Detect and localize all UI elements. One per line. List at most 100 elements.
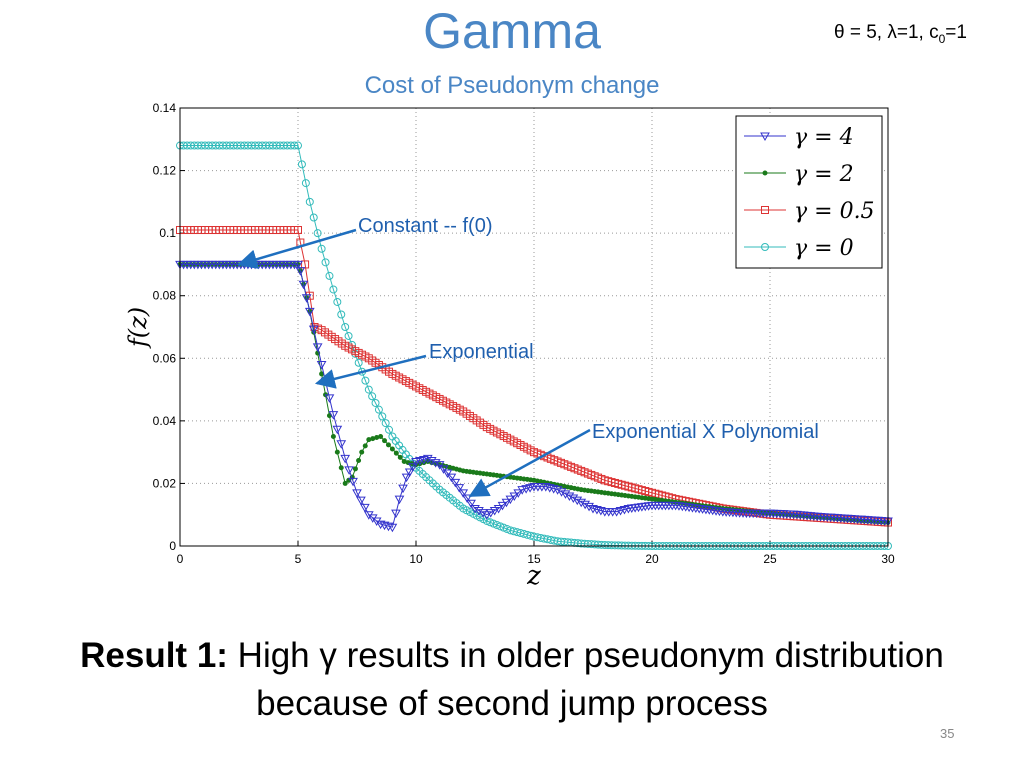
- data-point: [430, 459, 441, 468]
- line-chart: 0 5 10 15 20 25 30 0 0.02 0.04 0.06 0.08 0.1 0.12 0.14…: [124, 101, 895, 591]
- data-point: [313, 229, 322, 238]
- data-point: [366, 437, 372, 443]
- data-point: [362, 443, 368, 449]
- annotation-arrow: [237, 228, 357, 269]
- data-point: [381, 419, 390, 428]
- data-point: [368, 392, 377, 401]
- data-point: [328, 411, 339, 420]
- data-point: [383, 522, 394, 532]
- data-point: [336, 440, 347, 449]
- data-point: [393, 450, 399, 456]
- data-point: [588, 504, 598, 514]
- annotation-label: Constant -- f(0): [358, 215, 492, 237]
- data-point: [344, 331, 353, 340]
- data-point: [290, 141, 299, 150]
- data-point: [301, 294, 312, 303]
- legend-label: γ = 2: [794, 162, 854, 187]
- data-point: [499, 523, 508, 532]
- data-point: [391, 509, 401, 519]
- annotation-arrow: [314, 354, 427, 389]
- legend-box: [735, 115, 883, 269]
- data-point: [560, 490, 571, 499]
- data-point: [509, 492, 520, 501]
- data-point: [312, 343, 323, 352]
- data-point: [360, 503, 370, 513]
- data-point: [378, 434, 384, 439]
- data-point: [293, 260, 303, 270]
- annotation-arrow: [468, 428, 591, 498]
- data-point: [576, 498, 587, 508]
- data-point: [375, 520, 386, 530]
- data-point: [374, 435, 380, 441]
- data-point: [426, 456, 437, 466]
- data-point: [496, 522, 505, 531]
- x-axis-label: z: [526, 561, 541, 591]
- data-point: [317, 244, 326, 253]
- legend-label: γ = 4: [794, 125, 854, 150]
- data-point: [298, 280, 309, 290]
- annotation-3: Exponential X Polynomial: [468, 421, 819, 498]
- data-point: [325, 271, 334, 280]
- data-point: [352, 466, 358, 472]
- params-subscript: 0: [938, 31, 946, 46]
- x-tick-label: 20: [645, 552, 659, 566]
- legend-label: γ = 0.5: [794, 199, 875, 224]
- legend-label: γ = 0: [794, 236, 854, 261]
- data-point: [382, 438, 388, 444]
- data-point: [454, 484, 465, 493]
- data-point: [309, 213, 318, 222]
- data-point: [434, 461, 445, 470]
- data-point: [308, 325, 319, 335]
- y-tick-label: 0.02: [153, 476, 177, 490]
- annotation-2: Exponential: [314, 341, 534, 389]
- data-point: [482, 516, 491, 525]
- legend-marker: [761, 206, 769, 214]
- data-point: [330, 434, 336, 439]
- slide-title: Gamma: [423, 3, 601, 59]
- legend-marker: [761, 243, 769, 251]
- data-point: [474, 507, 484, 516]
- data-point: [401, 473, 412, 483]
- data-point: [359, 449, 365, 455]
- y-axis-label: f(z): [124, 307, 152, 349]
- data-point: [295, 267, 306, 276]
- data-point: [301, 179, 310, 188]
- data-point: [548, 485, 559, 494]
- data-point: [294, 226, 302, 235]
- data-point: [564, 492, 575, 501]
- data-point: [481, 511, 492, 520]
- y-tick-label: 0.14: [153, 101, 177, 115]
- data-point: [329, 285, 338, 294]
- data-point: [361, 376, 370, 385]
- page-number: 35: [940, 726, 955, 741]
- data-point: [356, 457, 362, 463]
- data-point: [387, 523, 398, 533]
- data-point: [572, 496, 583, 506]
- data-point: [321, 258, 330, 267]
- data-point: [324, 394, 335, 403]
- data-point: [294, 141, 302, 150]
- data-point: [458, 489, 469, 498]
- data-point: [489, 519, 498, 528]
- data-point: [407, 463, 418, 472]
- data-point: [397, 454, 403, 460]
- data-point: [401, 459, 407, 465]
- data-point: [394, 495, 405, 505]
- data-point: [385, 442, 391, 448]
- annotation-1: Constant -- f(0): [237, 215, 492, 269]
- data-point: [492, 520, 501, 529]
- y-tick-label: 0.06: [153, 351, 177, 365]
- params-suffix: =1: [945, 22, 967, 43]
- legend-marker: [760, 132, 770, 142]
- params-prefix: θ = 5, λ=1, c: [834, 22, 939, 43]
- data-point: [556, 488, 567, 497]
- data-point: [478, 509, 488, 518]
- data-point: [337, 310, 346, 319]
- data-point: [568, 494, 579, 504]
- data-point: [466, 499, 476, 509]
- data-point: [297, 160, 306, 169]
- x-tick-label: 5: [295, 552, 302, 566]
- data-point: [333, 297, 342, 306]
- data-point: [305, 197, 314, 206]
- data-point: [338, 465, 344, 471]
